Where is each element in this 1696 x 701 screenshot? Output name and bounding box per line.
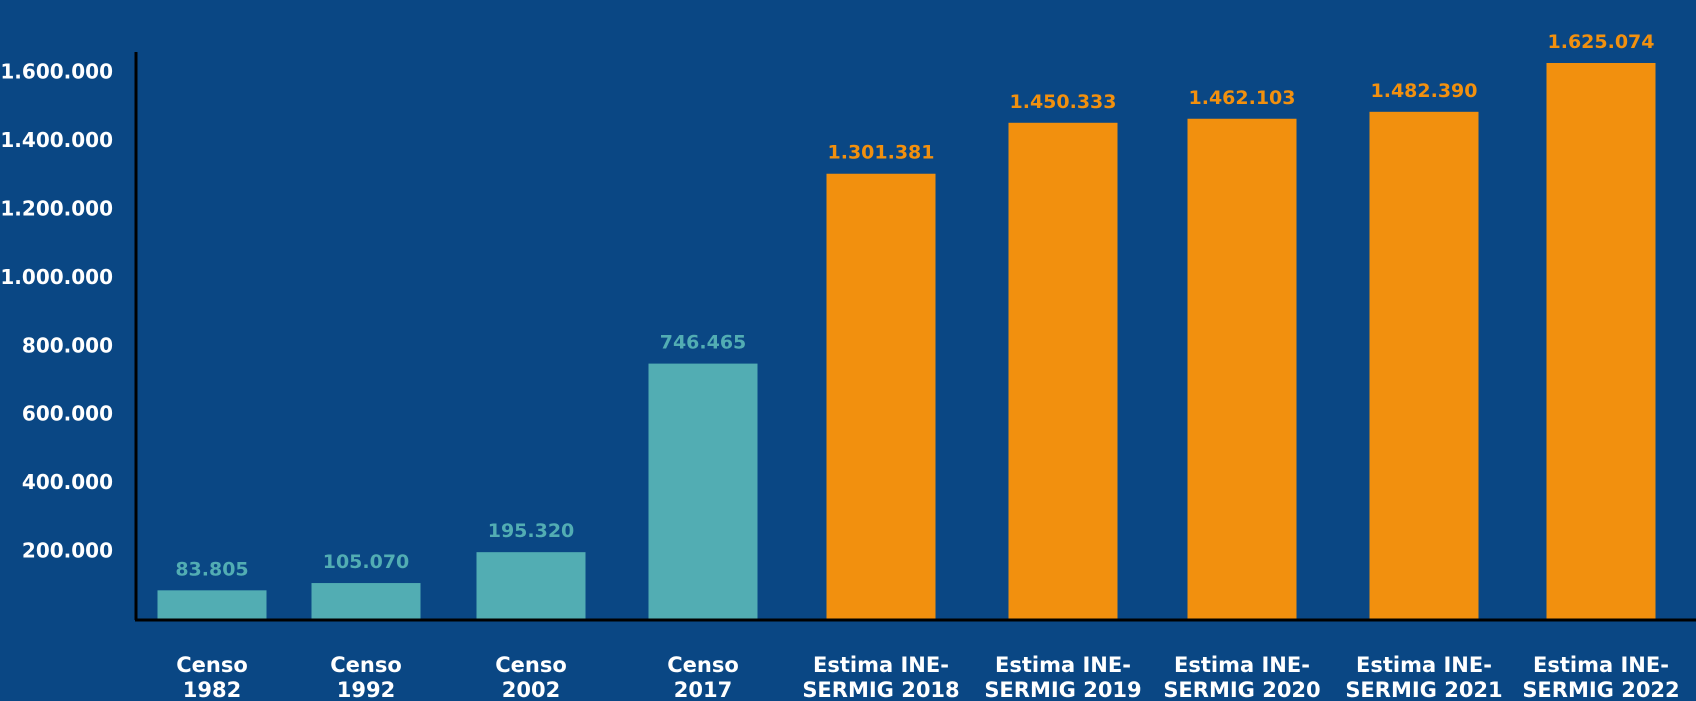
value-labels: 83.805 105.070 195.320 746.465 1.301.381 1.45…	[175, 31, 1654, 580]
bar	[157, 590, 267, 619]
bar	[476, 552, 586, 619]
x-category-label: Censo 1982	[176, 653, 248, 701]
bar-value-label: 1.625.074	[1548, 31, 1655, 53]
bar	[1008, 122, 1118, 619]
y-tick-label: 200.000	[22, 539, 113, 563]
x-category-label: Estima INE-SERMIG 2021	[1345, 653, 1502, 701]
y-axis-tick-labels: 200.000 400.000 600.000 800.000 1.000.000 1.2…	[0, 60, 113, 563]
bar	[648, 363, 758, 619]
y-tick-label: 600.000	[22, 402, 113, 426]
bar-value-label: 195.320	[488, 520, 575, 542]
bar	[1546, 62, 1656, 619]
y-tick-label: 1.000.000	[0, 265, 113, 289]
y-tick-label: 1.200.000	[0, 196, 113, 220]
y-tick-label: 1.400.000	[0, 128, 113, 152]
x-category-label: Censo 1992	[330, 653, 402, 701]
x-category-label: Estima INE-SERMIG 2019	[984, 653, 1141, 701]
bar-value-label: 746.465	[660, 332, 747, 354]
bars	[157, 62, 1656, 620]
bar	[311, 583, 421, 619]
x-category-label: Censo 2017	[667, 653, 739, 701]
bar-value-label: 83.805	[175, 558, 248, 580]
y-tick-label: 1.600.000	[0, 60, 113, 84]
bar-value-label: 1.462.103	[1189, 87, 1296, 109]
x-category-label: Estima INE-SERMIG 2018	[802, 653, 959, 701]
bar-value-label: 1.301.381	[828, 142, 935, 164]
x-category-label: Estima INE-SERMIG 2022	[1522, 653, 1679, 701]
category-labels: Censo 1982 Censo 1992 Censo 2002 Censo 2017 Esti…	[176, 653, 1679, 701]
bar-value-label: 105.070	[323, 551, 410, 573]
bar	[1369, 111, 1479, 619]
x-category-label: Estima INE-SERMIG 2020	[1163, 653, 1320, 701]
x-category-label: Censo 2002	[495, 653, 567, 701]
bar	[1187, 118, 1297, 620]
bar-value-label: 1.482.390	[1371, 80, 1478, 102]
y-tick-label: 400.000	[22, 470, 113, 494]
bar-value-label: 1.450.333	[1010, 91, 1117, 113]
bar	[826, 173, 936, 619]
y-tick-label: 800.000	[22, 333, 113, 357]
